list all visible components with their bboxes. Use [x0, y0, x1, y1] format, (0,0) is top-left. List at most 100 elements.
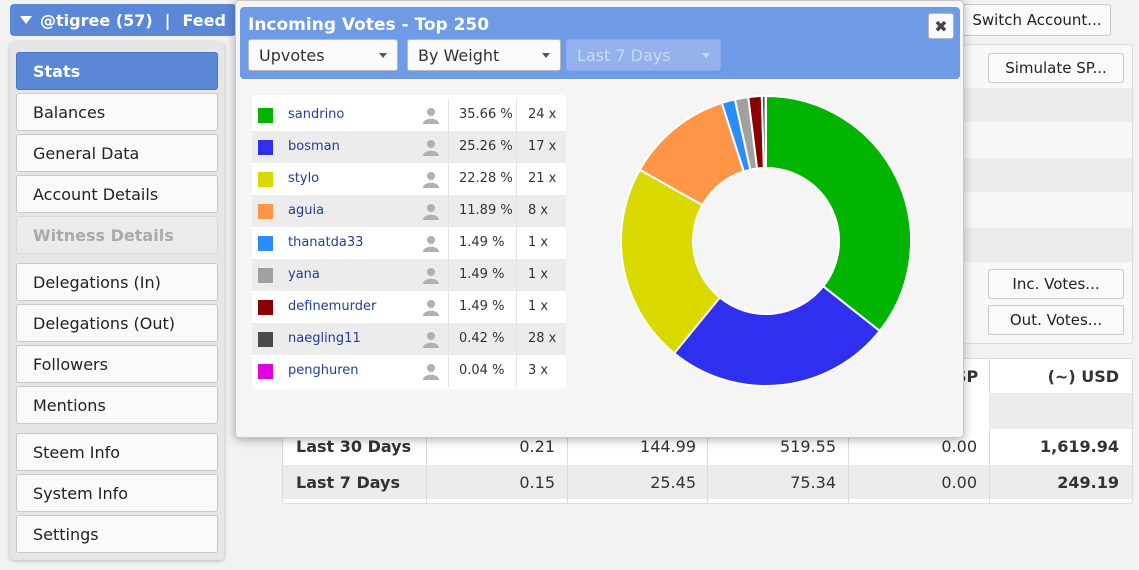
user-icon[interactable]: [422, 202, 440, 220]
sidebar-item-system-info[interactable]: System Info: [16, 474, 218, 512]
legend-row: bosman 25.26 % 17 x: [252, 131, 566, 163]
user-icon[interactable]: [422, 138, 440, 156]
vote-count: 24 x: [528, 107, 557, 122]
table-cell: 25.45: [650, 473, 696, 492]
sidebar-item-account-details[interactable]: Account Details: [16, 175, 218, 213]
vote-type-select[interactable]: Upvotes: [248, 39, 398, 71]
vote-percent: 22.28 %: [459, 171, 513, 186]
vote-percent: 11.89 %: [459, 203, 513, 218]
user-icon[interactable]: [422, 298, 440, 316]
legend-divider: [448, 227, 449, 259]
table-cell: 144.99: [640, 437, 696, 456]
row-label: Last 7 Days: [296, 473, 400, 492]
sidebar-item-followers[interactable]: Followers: [16, 345, 218, 383]
close-button[interactable]: ✖: [928, 13, 954, 39]
legend-row: yana 1.49 % 1 x: [252, 259, 566, 291]
table-cell-usd: 1,619.94: [1040, 437, 1119, 456]
legend-row: definemurder 1.49 % 1 x: [252, 291, 566, 323]
sidebar-item-delegations-out[interactable]: Delegations (Out): [16, 304, 218, 342]
sidebar-item-mentions[interactable]: Mentions: [16, 386, 218, 424]
sidebar-item-steem-info[interactable]: Steem Info: [16, 433, 218, 471]
vote-count: 17 x: [528, 139, 557, 154]
votes-donut-chart: [620, 94, 912, 387]
period-value: Last 7 Days: [577, 45, 671, 65]
user-icon[interactable]: [422, 362, 440, 380]
voter-link[interactable]: definemurder: [288, 299, 377, 314]
sidebar-item-delegations-in[interactable]: Delegations (In): [16, 263, 218, 301]
sidebar-item-general-data[interactable]: General Data: [16, 134, 218, 172]
voter-link[interactable]: aguia: [288, 203, 325, 218]
vote-percent: 35.66 %: [459, 107, 513, 122]
sidebar-item-witness-details: Witness Details: [16, 216, 218, 254]
legend-swatch: [258, 268, 273, 283]
vote-count: 1 x: [528, 299, 549, 314]
sidebar-item-stats[interactable]: Stats: [16, 52, 218, 90]
period-select: Last 7 Days: [566, 39, 721, 71]
legend-swatch: [258, 204, 273, 219]
table-cell: 0.00: [941, 473, 977, 492]
chevron-down-icon: [702, 53, 710, 58]
legend-row: penghuren 0.04 % 3 x: [252, 355, 566, 387]
user-icon[interactable]: [422, 330, 440, 348]
table-cell: 0.21: [519, 437, 555, 456]
legend-swatch: [258, 140, 273, 155]
legend-row: naegling11 0.42 % 28 x: [252, 323, 566, 355]
legend-swatch: [258, 172, 273, 187]
legend-divider: [448, 163, 449, 195]
legend-divider: [516, 323, 517, 355]
caret-down-icon: [20, 16, 32, 24]
vote-percent: 1.49 %: [459, 267, 505, 282]
table-cell: 0.00: [941, 437, 977, 456]
account-name[interactable]: @tigree (57): [40, 10, 153, 30]
switch-account-button[interactable]: Switch Account...: [963, 4, 1111, 36]
inc-votes-button[interactable]: Inc. Votes...: [988, 269, 1124, 299]
simulate-sp-button[interactable]: Simulate SP...: [988, 53, 1124, 83]
donut-slice-bosman[interactable]: [672, 284, 882, 387]
sort-select[interactable]: By Weight: [407, 39, 561, 71]
sidebar-item-settings[interactable]: Settings: [16, 515, 218, 553]
user-icon[interactable]: [422, 266, 440, 284]
vote-percent: 0.04 %: [459, 363, 505, 378]
panel-stripe: [964, 88, 1132, 122]
table-cell: 519.55: [780, 437, 836, 456]
voter-link[interactable]: thanatda33: [288, 235, 364, 250]
out-votes-button[interactable]: Out. Votes...: [988, 305, 1124, 335]
legend-divider: [516, 259, 517, 291]
legend-row: thanatda33 1.49 % 1 x: [252, 227, 566, 259]
legend-row: aguia 11.89 % 8 x: [252, 195, 566, 227]
legend-divider: [516, 163, 517, 195]
dialog-title: Incoming Votes - Top 250: [248, 15, 490, 35]
voter-link[interactable]: sandrino: [288, 107, 345, 122]
legend-divider: [516, 227, 517, 259]
voter-link[interactable]: stylo: [288, 171, 320, 186]
legend-divider: [516, 355, 517, 387]
user-icon[interactable]: [422, 106, 440, 124]
column-divider: [426, 431, 427, 503]
legend-swatch: [258, 364, 273, 379]
legend-divider: [448, 355, 449, 387]
vote-type-value: Upvotes: [259, 45, 325, 65]
user-icon[interactable]: [422, 170, 440, 188]
sidebar-item-balances[interactable]: Balances: [16, 93, 218, 131]
user-icon[interactable]: [422, 234, 440, 252]
panel-stripe: [964, 158, 1132, 192]
voter-link[interactable]: yana: [288, 267, 320, 282]
legend-swatch: [258, 300, 273, 315]
donut-slice-stylo[interactable]: [620, 168, 722, 355]
voter-link[interactable]: bosman: [288, 139, 340, 154]
voter-link[interactable]: penghuren: [288, 363, 359, 378]
legend-divider: [448, 195, 449, 227]
account-header[interactable]: @tigree (57) | Feed: [10, 4, 236, 36]
legend-divider: [448, 291, 449, 323]
column-divider: [707, 431, 708, 503]
vote-count: 1 x: [528, 235, 549, 250]
column-header-usd: (~) USD: [1047, 367, 1119, 386]
vote-percent: 25.26 %: [459, 139, 513, 154]
feed-link[interactable]: Feed: [182, 10, 226, 30]
vote-percent: 0.42 %: [459, 331, 505, 346]
donut-slice-sandrino[interactable]: [765, 94, 912, 333]
chevron-down-icon: [542, 53, 550, 58]
legend-swatch: [258, 108, 273, 123]
legend-divider: [516, 291, 517, 323]
voter-link[interactable]: naegling11: [288, 331, 361, 346]
